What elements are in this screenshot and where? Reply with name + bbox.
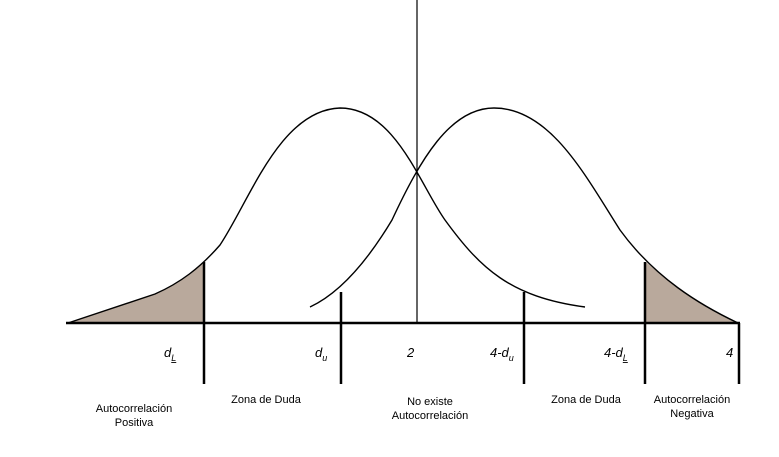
left-distribution-curve	[67, 107, 586, 324]
negative-autocorrelation-shaded-area	[646, 262, 738, 323]
positive-autocorrelation-label-line2: Positiva	[115, 417, 154, 429]
no-autocorrelation-label-line1: No existe	[407, 396, 453, 408]
four-label: 4	[726, 345, 733, 360]
negative-autocorrelation-label-line2: Negativa	[670, 408, 714, 420]
left-doubt-zone-label: Zona de Duda	[231, 394, 302, 406]
four-minus-dl-label: 4-dL	[604, 345, 628, 363]
positive-autocorrelation-shaded-area	[68, 262, 205, 323]
right-doubt-zone-label: Zona de Duda	[551, 394, 622, 406]
right-distribution-curve	[309, 107, 739, 324]
du-label: du	[315, 345, 327, 363]
no-autocorrelation-label-line2: Autocorrelación	[392, 410, 468, 422]
positive-autocorrelation-label-line1: Autocorrelación	[96, 403, 172, 415]
dl-label: dL	[164, 345, 176, 363]
negative-autocorrelation-label-line1: Autocorrelación	[654, 394, 730, 406]
four-minus-du-label: 4-du	[490, 345, 514, 363]
center-label: 2	[406, 345, 415, 360]
